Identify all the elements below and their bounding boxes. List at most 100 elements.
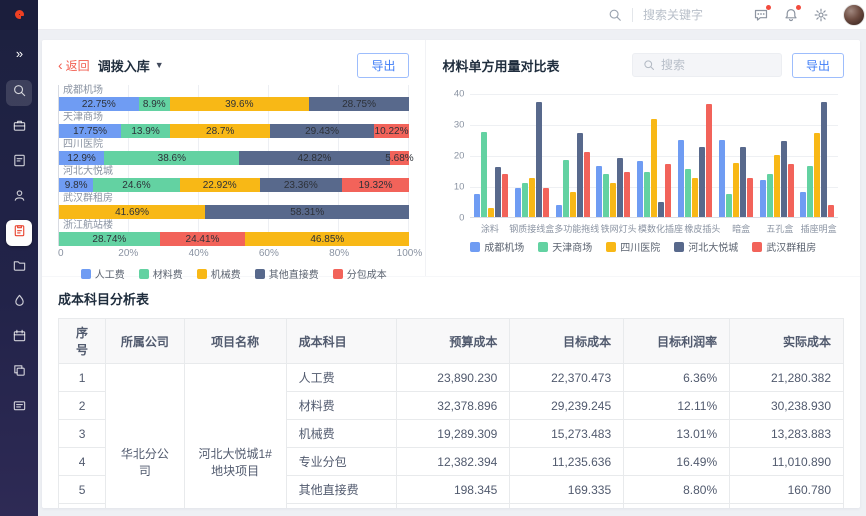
sidebar-item-id-card[interactable] [6, 395, 32, 421]
grouped-bar [665, 164, 672, 217]
grouped-bar-plot: 0 10 20 30 40 [454, 89, 838, 224]
chart-search[interactable] [631, 53, 782, 77]
legend-item[interactable]: 其他直接费 [254, 266, 319, 281]
export-button-right[interactable]: 导出 [791, 52, 844, 78]
legend-swatch [470, 241, 481, 252]
stacked-segment: 24.41% [159, 232, 246, 246]
table-cell: 3 [57, 419, 107, 448]
table-cell: 1 [57, 363, 107, 392]
notification-badge [766, 4, 771, 10]
legend-item[interactable]: 河北大悦城 [674, 239, 738, 254]
grouped-bar [828, 204, 835, 217]
sidebar-item-search[interactable] [6, 80, 32, 106]
panel-title: 调拨入库 [97, 58, 150, 74]
grouped-bars [470, 94, 838, 217]
stacked-segment: 28.7% [169, 124, 271, 138]
stacked-segment: 24.6% [93, 178, 180, 192]
legend-swatch [538, 241, 549, 252]
export-button-left[interactable]: 导出 [357, 52, 410, 78]
grouped-bar [718, 139, 725, 217]
grouped-bar [692, 178, 698, 217]
sidebar-item-calendar[interactable] [6, 325, 32, 351]
legend-swatch [80, 268, 91, 279]
stacked-segment: 10.22% [373, 124, 410, 138]
legend-item[interactable]: 四川医院 [606, 239, 660, 254]
y-tick-label: 30 [453, 119, 465, 131]
table-cell: 12.11% [623, 391, 731, 420]
sidebar: » [0, 30, 38, 516]
bar-group [555, 133, 590, 217]
stacked-segment: 42.82% [239, 151, 390, 165]
gear-icon[interactable] [813, 7, 829, 23]
stacked-bar: 17.75% 13.9% 28.7% 29.43% 10.22% [59, 124, 410, 138]
global-search[interactable] [608, 7, 753, 22]
stacked-legend: 人工费 材料费 机械费 其他直接费 分包成本 [58, 266, 409, 281]
grouped-bar [603, 173, 610, 217]
top-header [0, 0, 866, 30]
folder-icon [12, 258, 27, 278]
sidebar-item-water-drop[interactable] [6, 290, 32, 316]
app-logo[interactable] [0, 0, 38, 30]
table-header-cell: 实际成本 [729, 318, 844, 364]
grouped-bar [787, 164, 794, 217]
grouped-bar [739, 147, 746, 217]
sidebar-item-folder[interactable] [6, 255, 32, 281]
breadcrumb: ‹ 返回 调拨入库 ▼ [58, 56, 164, 75]
stacked-bar-row: 成都机场 22.75% 8.9% 39.6% 28.75% [59, 85, 410, 111]
message-icon[interactable] [753, 4, 771, 23]
table-row: 2 材料费 32,378.896 29,239.245 12.11% 30,238.930 [57, 391, 844, 420]
legend-item[interactable]: 机械费 [196, 266, 241, 281]
table-cell: 198.345 [395, 475, 511, 504]
grouped-bar [473, 193, 480, 217]
legend-item[interactable]: 分包成本 [332, 266, 387, 281]
stacked-bar-category: 天津商场 [63, 112, 103, 123]
sidebar-item-expand[interactable]: » [6, 40, 32, 66]
avatar[interactable] [843, 3, 865, 26]
legend-item[interactable]: 人工费 [80, 266, 125, 281]
stacked-bar-category: 浙江航站楼 [63, 220, 113, 231]
legend-item[interactable]: 天津商场 [538, 239, 592, 254]
bar-group [718, 139, 753, 217]
stacked-segment: 58.31% [205, 205, 410, 219]
copy-icon [12, 363, 27, 383]
table-cell: 8.80% [623, 475, 731, 504]
table-cell: 人工费 [285, 363, 397, 392]
grouped-bar [637, 161, 644, 217]
stacked-bar-row: 四川医院 12.9% 38.6% 42.82% 5.68% [59, 139, 414, 165]
charts-row: ‹ 返回 调拨入库 ▼ 导出 成都机场 22.75% 8.9% 39.6% 28.75% 天… [42, 40, 860, 281]
grouped-bar [821, 102, 828, 217]
user-icon [12, 188, 27, 208]
sidebar-item-clipboard[interactable] [6, 220, 32, 246]
table-cell: 11,010.890 [729, 447, 844, 476]
chart-search-input[interactable] [660, 58, 771, 72]
sidebar-item-briefcase[interactable] [6, 115, 32, 141]
table-cell: 30,238.930 [729, 391, 844, 420]
grouped-bar [685, 168, 691, 217]
x-tick-label: 100% [396, 248, 423, 259]
sidebar-item-user[interactable] [6, 185, 32, 211]
grouped-bar [814, 133, 821, 217]
legend-item[interactable]: 武汉群租房 [752, 239, 816, 254]
legend-item[interactable]: 材料费 [138, 266, 183, 281]
stacked-bar-row: 武汉群租房 41.69% 58.31% [59, 193, 410, 219]
stacked-segment: 38.6% [104, 151, 240, 165]
x-category-label: 涂料 [480, 224, 499, 234]
legend-label: 材料费 [152, 270, 183, 281]
divider [632, 7, 633, 22]
bell-icon[interactable] [783, 4, 801, 23]
sidebar-item-file-edit[interactable] [6, 150, 32, 176]
table-cell: 河北大悦城1#地块项目 [183, 363, 287, 508]
global-search-input[interactable] [643, 7, 753, 22]
grouped-bar [569, 192, 576, 217]
legend-item[interactable]: 成都机场 [470, 239, 524, 254]
grouped-bar-chart: 0 10 20 30 40 涂料 钢质接线盒 多功能拖线 铁网灯头 模数化插座 橡皮插头 暗盒 五孔盒… [442, 89, 844, 254]
table-cell: 2 [57, 391, 107, 420]
table-cell: 25.908 [729, 503, 844, 508]
y-tick-label: 10 [453, 181, 465, 193]
legend-swatch [332, 268, 343, 279]
chevron-down-icon[interactable]: ▼ [154, 60, 164, 70]
grouped-bar [658, 201, 665, 217]
sidebar-item-copy[interactable] [6, 360, 32, 386]
back-link[interactable]: ‹ 返回 [58, 57, 90, 73]
x-category-label: 暗盒 [732, 224, 751, 234]
